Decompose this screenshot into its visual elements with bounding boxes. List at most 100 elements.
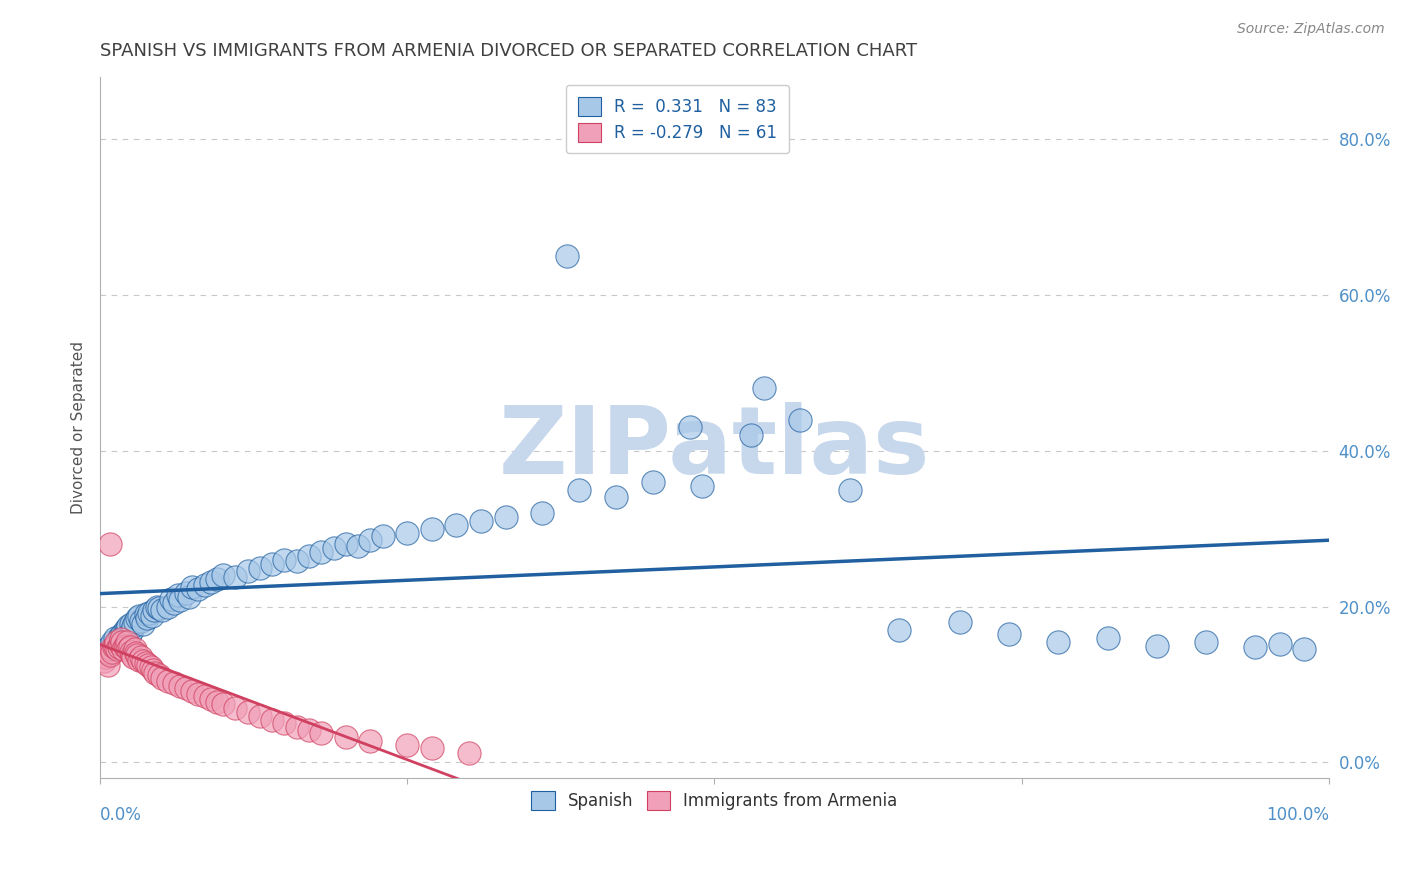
- Point: [111, 634, 134, 648]
- Text: 100.0%: 100.0%: [1265, 806, 1329, 824]
- Point: [115, 621, 138, 635]
- Point: [163, 676, 186, 690]
- Point: [110, 632, 132, 647]
- Text: ZIPatlas: ZIPatlas: [499, 402, 931, 494]
- Point: [117, 642, 139, 657]
- Point: [838, 483, 860, 497]
- Point: [121, 623, 143, 637]
- Point: [205, 572, 228, 586]
- Point: [998, 627, 1021, 641]
- Point: [108, 629, 131, 643]
- Text: Source: ZipAtlas.com: Source: ZipAtlas.com: [1237, 22, 1385, 37]
- Text: SPANISH VS IMMIGRANTS FROM ARMENIA DIVORCED OR SEPARATED CORRELATION CHART: SPANISH VS IMMIGRANTS FROM ARMENIA DIVOR…: [100, 42, 917, 60]
- Point: [125, 648, 148, 662]
- Point: [128, 608, 150, 623]
- Point: [285, 720, 308, 734]
- Point: [212, 568, 235, 582]
- Point: [107, 640, 129, 654]
- Point: [298, 549, 321, 563]
- Point: [145, 665, 167, 680]
- Point: [322, 541, 344, 555]
- Point: [98, 537, 121, 551]
- Point: [679, 420, 702, 434]
- Point: [335, 731, 357, 745]
- Point: [249, 708, 271, 723]
- Point: [128, 652, 150, 666]
- Point: [115, 634, 138, 648]
- Point: [104, 639, 127, 653]
- Point: [118, 640, 141, 654]
- Point: [105, 634, 128, 648]
- Point: [273, 716, 295, 731]
- Point: [112, 642, 135, 657]
- Point: [136, 658, 159, 673]
- Point: [141, 608, 163, 623]
- Point: [148, 668, 170, 682]
- Point: [236, 565, 259, 579]
- Point: [224, 701, 246, 715]
- Point: [446, 517, 468, 532]
- Point: [105, 636, 128, 650]
- Point: [96, 642, 118, 657]
- Point: [359, 533, 381, 548]
- Point: [371, 529, 394, 543]
- Point: [129, 650, 152, 665]
- Point: [690, 479, 713, 493]
- Point: [1047, 634, 1070, 648]
- Point: [104, 631, 127, 645]
- Point: [347, 539, 370, 553]
- Point: [135, 656, 157, 670]
- Point: [224, 570, 246, 584]
- Point: [396, 525, 419, 540]
- Point: [555, 249, 578, 263]
- Point: [145, 599, 167, 614]
- Point: [135, 611, 157, 625]
- Point: [114, 623, 136, 637]
- Point: [236, 705, 259, 719]
- Point: [335, 537, 357, 551]
- Point: [101, 634, 124, 648]
- Point: [150, 671, 173, 685]
- Point: [1244, 640, 1267, 654]
- Point: [193, 689, 215, 703]
- Point: [169, 679, 191, 693]
- Point: [200, 574, 222, 589]
- Point: [457, 746, 479, 760]
- Point: [262, 557, 284, 571]
- Point: [150, 603, 173, 617]
- Point: [142, 664, 165, 678]
- Point: [98, 648, 121, 662]
- Point: [148, 601, 170, 615]
- Point: [122, 619, 145, 633]
- Point: [568, 483, 591, 497]
- Point: [132, 654, 155, 668]
- Point: [114, 639, 136, 653]
- Point: [138, 606, 160, 620]
- Point: [93, 654, 115, 668]
- Point: [124, 642, 146, 657]
- Point: [97, 646, 120, 660]
- Point: [177, 591, 200, 605]
- Point: [740, 428, 762, 442]
- Point: [115, 640, 138, 654]
- Point: [181, 683, 204, 698]
- Point: [107, 632, 129, 647]
- Point: [1097, 631, 1119, 645]
- Point: [174, 585, 197, 599]
- Point: [103, 640, 125, 654]
- Point: [298, 723, 321, 737]
- Point: [105, 640, 128, 654]
- Point: [124, 615, 146, 629]
- Point: [285, 554, 308, 568]
- Point: [125, 611, 148, 625]
- Point: [1195, 634, 1218, 648]
- Point: [139, 660, 162, 674]
- Point: [156, 673, 179, 688]
- Point: [193, 578, 215, 592]
- Legend: Spanish, Immigrants from Armenia: Spanish, Immigrants from Armenia: [523, 783, 905, 819]
- Point: [949, 615, 972, 629]
- Point: [605, 491, 627, 505]
- Point: [163, 596, 186, 610]
- Point: [174, 681, 197, 696]
- Point: [156, 599, 179, 614]
